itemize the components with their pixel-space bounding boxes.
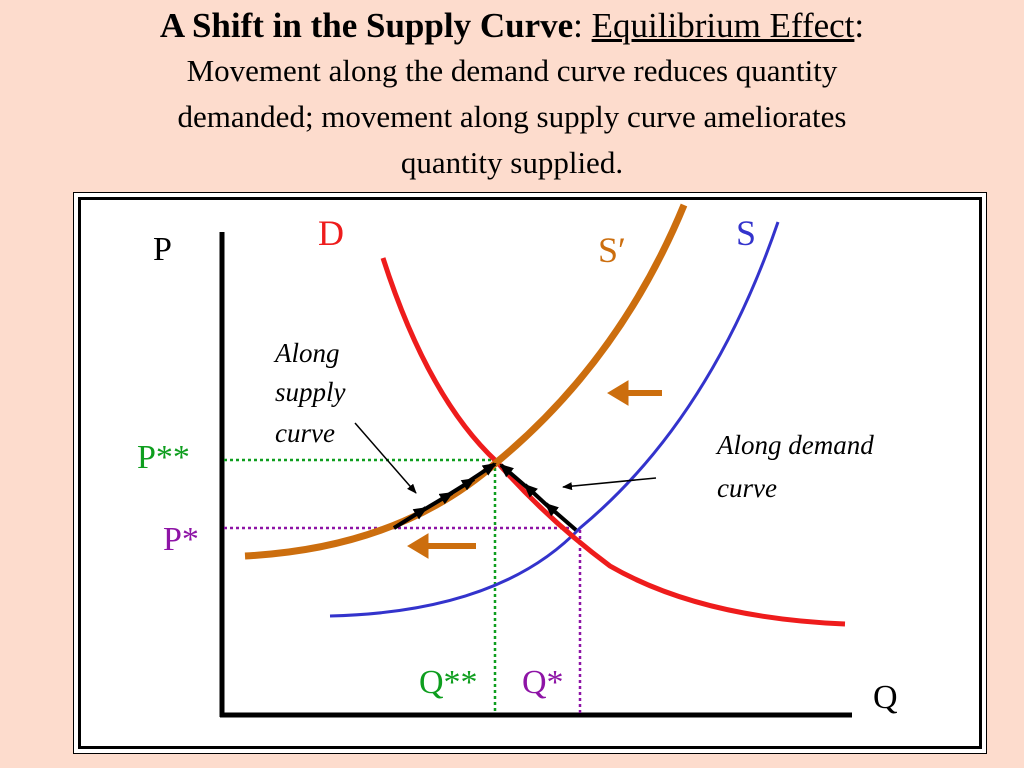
subtitle-line-1: Movement along the demand curve reduces … [186,53,838,88]
old-price-label: P* [163,521,199,558]
title-colon: : [573,6,592,45]
shifted-supply-label: S′ [598,230,626,270]
title-main: A Shift in the Supply Curve [159,6,574,45]
shift-arrow-upper [607,380,662,406]
new-price-label: P** [137,439,190,476]
old-quantity-label: Q* [522,664,564,701]
subtitle-line-2: demanded; movement along supply curve am… [177,99,847,134]
price-axis-label: P [153,231,172,268]
along-supply-pointer [354,422,417,494]
title-underlined: Equilibrium Effect [591,6,855,45]
shift-arrow-lower [407,533,476,559]
movement-along-supply [392,462,497,530]
new-quantity-label: Q** [419,664,478,701]
along-demand-line-2: curve [717,473,777,503]
shifted-supply-curve [244,203,688,560]
page-title: A Shift in the Supply Curve: Equilibrium… [0,4,1024,48]
title-colon-end: : [854,6,865,45]
quantity-axis-label: Q [873,679,898,716]
diagram-frame [73,192,987,754]
demand-curve [380,257,846,627]
supply-label: S [736,213,756,253]
along-supply-line-3: curve [275,418,335,448]
along-demand-pointer [562,477,657,491]
subtitle-line-3: quantity supplied. [400,145,624,180]
diagram-frame-inner [78,197,982,749]
along-supply-line-1: Along [273,338,340,368]
title-block: A Shift in the Supply Curve: Equilibrium… [0,4,1024,186]
movement-along-demand [499,463,578,532]
along-demand-line-1: Along demand [715,430,874,460]
supply-curve [329,221,780,618]
demand-label: D [318,213,344,253]
along-supply-line-2: supply [275,377,346,407]
